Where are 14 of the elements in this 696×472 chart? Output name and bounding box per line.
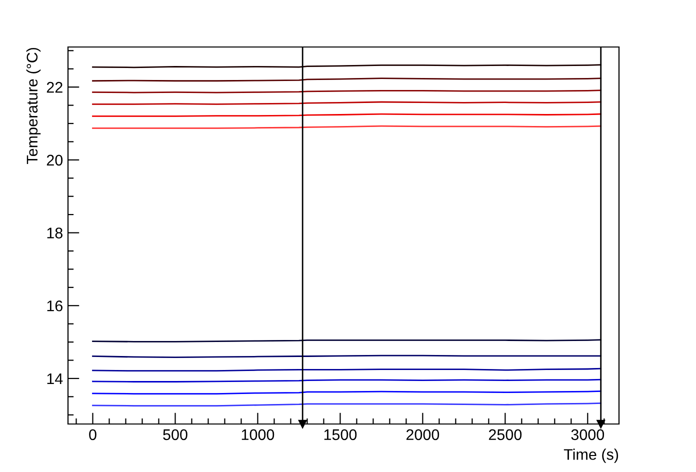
x-tick-label: 0 (89, 429, 96, 440)
x-tick-label: 500 (163, 429, 188, 440)
x-tick-label: 2000 (406, 429, 440, 440)
y-tick-label: 16 (47, 300, 62, 312)
y-tick-label: 22 (46, 82, 62, 93)
y-axis-title: Temperature (°C) (26, 48, 41, 164)
x-tick-label: 1000 (242, 429, 274, 440)
y-tick-label: 14 (47, 373, 63, 384)
y-tick-label: 20 (46, 154, 63, 166)
y-tick-label: 18 (47, 228, 62, 238)
x-tick-label: 2500 (488, 429, 522, 440)
x-axis-title: Time (s) (564, 448, 618, 463)
x-tick-label: 3000 (571, 429, 604, 440)
x-tick-label: 1500 (324, 429, 357, 440)
